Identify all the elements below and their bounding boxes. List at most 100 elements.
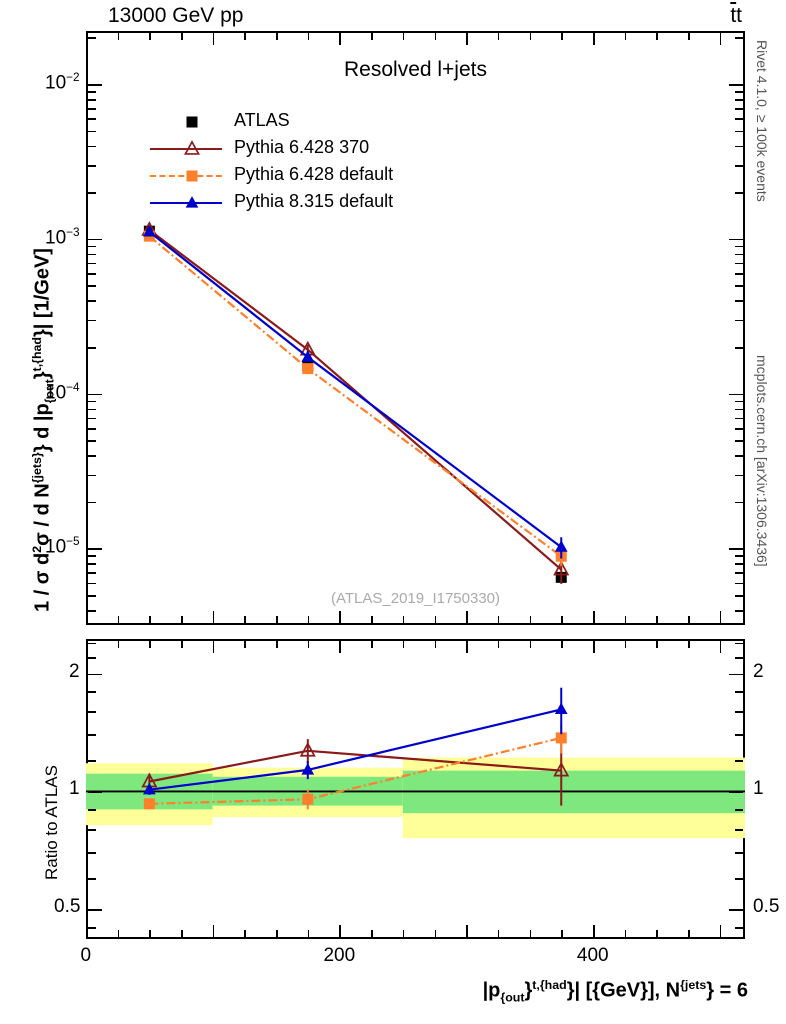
axis-tick-label: 10−3 [45, 225, 80, 249]
axis-tick [88, 455, 96, 457]
axis-tick [244, 33, 246, 40]
axis-tick-label: 1 [69, 778, 80, 800]
axis-tick [434, 930, 437, 937]
axis-tick [735, 99, 743, 101]
axis-tick [687, 930, 690, 937]
data-marker [143, 224, 156, 237]
axis-tick [88, 878, 96, 880]
axis-tick [529, 616, 532, 623]
axis-tick [88, 642, 96, 645]
axis-tick [735, 572, 743, 574]
data-marker [554, 540, 568, 552]
axis-tick [735, 927, 743, 929]
axis-tick [88, 319, 96, 322]
axis-tick [88, 245, 96, 248]
axis-tick [402, 616, 405, 623]
axis-tick [88, 791, 102, 794]
axis-tick [88, 555, 96, 558]
axis-tick [561, 33, 563, 40]
axis-tick [88, 408, 96, 411]
axis-tick-label: 0 [80, 945, 92, 966]
axis-tick [88, 548, 102, 550]
axis-tick [339, 33, 342, 45]
axis-tick [624, 33, 627, 40]
data-marker [302, 363, 314, 375]
axis-tick [88, 285, 96, 287]
axis-tick [307, 616, 310, 623]
axis-tick [735, 408, 743, 411]
main-plot-canvas [141, 221, 570, 584]
data-marker [554, 702, 568, 715]
axis-tick [88, 164, 96, 167]
axis-tick [181, 33, 183, 40]
axis-tick [276, 930, 278, 937]
axis-tick [735, 582, 743, 585]
axis-tick [729, 673, 743, 676]
axis-tick [88, 393, 102, 396]
axis-tick [466, 925, 468, 937]
axis-tick-label: 1 [753, 778, 764, 800]
axis-tick [719, 925, 722, 937]
axis-tick [719, 641, 722, 653]
axis-tick [592, 925, 595, 937]
axis-tick [88, 99, 96, 101]
axis-tick [735, 594, 743, 597]
axis-tick [735, 118, 743, 120]
plot-title: Resolved l+jets [344, 58, 487, 81]
axis-tick [212, 33, 215, 45]
axis-tick [624, 930, 627, 937]
data-marker [186, 170, 198, 182]
axis-tick [88, 37, 96, 39]
axis-tick-label: 200 [323, 945, 356, 966]
axis-tick [656, 33, 658, 40]
axis-tick [88, 691, 96, 694]
axis-tick [88, 253, 96, 256]
axis-tick [244, 616, 246, 623]
legend-line [150, 202, 222, 204]
axis-tick [656, 616, 658, 623]
axis-tick [88, 760, 96, 762]
legend-label: ATLAS [234, 110, 290, 130]
axis-tick [497, 930, 500, 937]
data-marker [299, 741, 316, 757]
axis-tick [276, 641, 278, 648]
axis-tick [402, 930, 405, 937]
axis-tick [88, 91, 96, 93]
axis-tick [117, 33, 120, 40]
axis-tick [735, 501, 743, 504]
axis-tick [88, 145, 96, 148]
axis-tick [212, 925, 215, 937]
axis-tick [592, 33, 595, 45]
axis-tick [371, 930, 373, 937]
axis-tick [371, 616, 373, 623]
axis-tick [88, 300, 96, 302]
axis-tick [735, 734, 743, 736]
axis-tick [149, 616, 151, 623]
axis-tick-label: 400 [576, 945, 609, 966]
axis-tick [735, 164, 743, 167]
axis-tick [212, 611, 215, 623]
axis-tick [88, 107, 96, 110]
axis-tick [466, 33, 468, 45]
axis-tick [88, 440, 96, 442]
axis-tick [735, 878, 743, 880]
axis-tick [88, 572, 96, 574]
axis-tick [181, 641, 183, 648]
axis-tick [497, 616, 500, 623]
axis-tick [735, 130, 743, 133]
data-marker [301, 763, 315, 775]
axis-tick [149, 930, 151, 937]
legend-key [150, 135, 222, 162]
axis-tick [687, 641, 690, 648]
series-3 [143, 224, 568, 559]
axis-tick [735, 760, 743, 762]
axis-tick [88, 501, 96, 504]
axis-tick [656, 641, 658, 648]
axis-tick [735, 474, 743, 477]
x-axis-label: |p{out}t,{had}| [{GeV}], N{jets} = 6 [482, 978, 748, 1005]
axis-tick [729, 393, 743, 396]
axis-tick [529, 641, 532, 648]
axis-tick [466, 641, 468, 653]
axis-tick [735, 253, 743, 256]
